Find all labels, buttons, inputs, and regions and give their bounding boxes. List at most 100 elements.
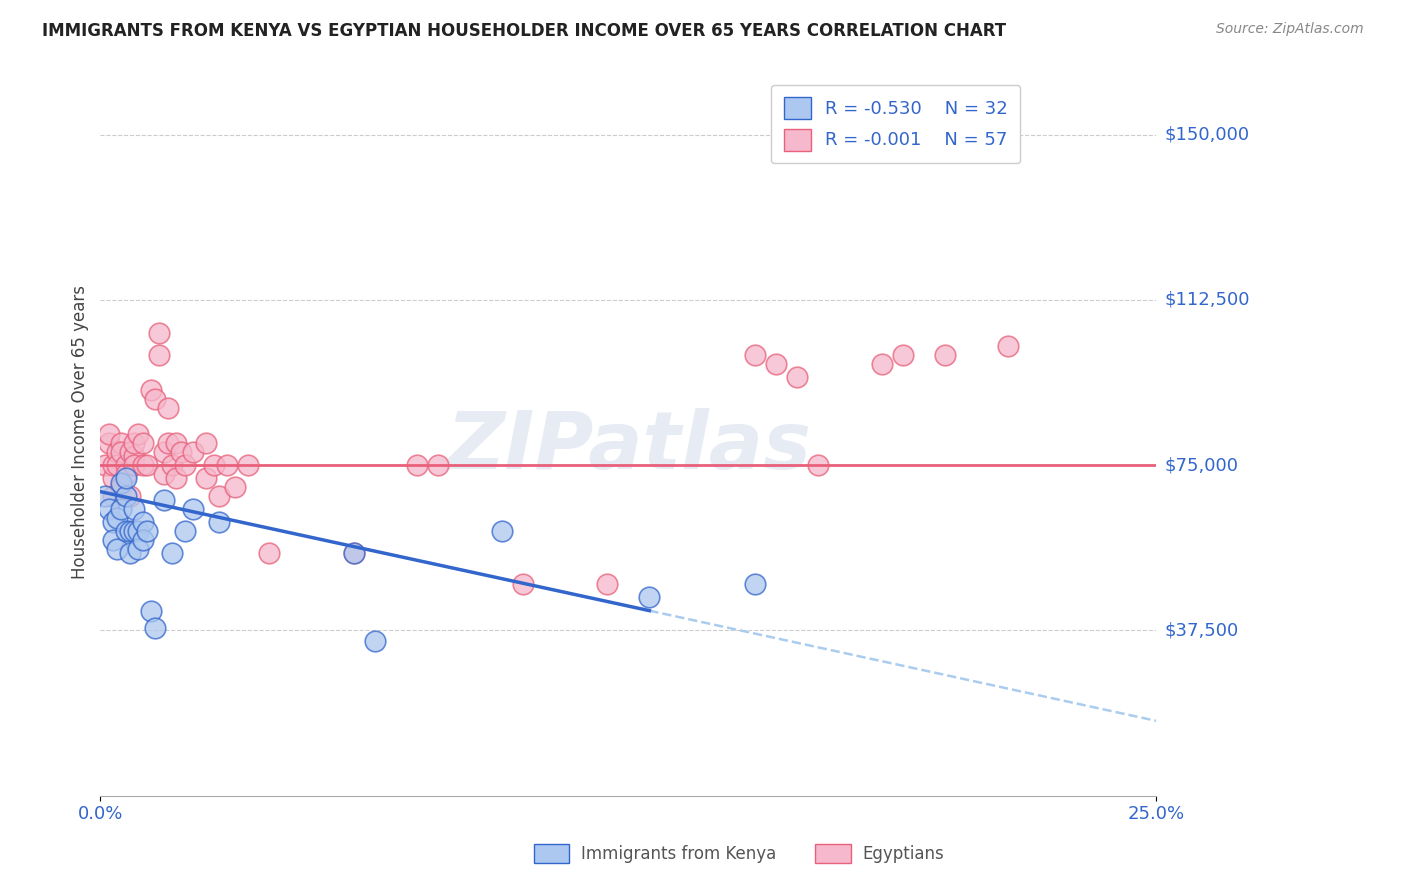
Point — [165, 436, 187, 450]
Point — [364, 634, 387, 648]
Point — [343, 546, 366, 560]
Point — [786, 370, 808, 384]
Point — [891, 348, 914, 362]
Text: ZIPatlas: ZIPatlas — [446, 408, 811, 485]
Point — [238, 458, 260, 473]
Point — [101, 458, 124, 473]
Point — [173, 458, 195, 473]
Point — [152, 493, 174, 508]
Point — [215, 458, 238, 473]
Point — [131, 533, 153, 548]
Point — [934, 348, 956, 362]
Point — [181, 502, 204, 516]
Point — [202, 458, 225, 473]
Legend: R = -0.530    N = 32, R = -0.001    N = 57: R = -0.530 N = 32, R = -0.001 N = 57 — [770, 85, 1021, 163]
Point — [139, 604, 162, 618]
Point — [997, 339, 1019, 353]
Y-axis label: Householder Income Over 65 years: Householder Income Over 65 years — [72, 285, 89, 579]
Point — [744, 577, 766, 591]
Point — [114, 467, 136, 481]
Point — [122, 458, 145, 473]
Point — [343, 546, 366, 560]
Point — [744, 348, 766, 362]
Point — [143, 621, 166, 635]
Point — [105, 445, 128, 459]
Point — [114, 489, 136, 503]
Point — [160, 458, 183, 473]
Point — [118, 546, 141, 560]
Point — [870, 357, 893, 371]
Point — [122, 502, 145, 516]
Point — [127, 524, 149, 539]
Point — [97, 427, 120, 442]
Point — [156, 401, 179, 415]
Text: $75,000: $75,000 — [1164, 456, 1239, 475]
Point — [491, 524, 513, 539]
Point — [101, 533, 124, 548]
Point — [110, 445, 132, 459]
Point — [131, 516, 153, 530]
Point — [143, 392, 166, 406]
Text: Source: ZipAtlas.com: Source: ZipAtlas.com — [1216, 22, 1364, 37]
Point — [105, 511, 128, 525]
Point — [114, 524, 136, 539]
Point — [148, 326, 170, 340]
Point — [135, 458, 157, 473]
Point — [131, 458, 153, 473]
Point — [160, 546, 183, 560]
Point — [110, 502, 132, 516]
Point — [114, 471, 136, 485]
Point — [122, 450, 145, 464]
Point — [93, 458, 115, 473]
Point — [105, 541, 128, 556]
Point — [406, 458, 429, 473]
Point — [110, 475, 132, 490]
Point — [110, 436, 132, 450]
Point — [169, 445, 191, 459]
Point — [427, 458, 450, 473]
Point — [259, 546, 281, 560]
Point — [127, 541, 149, 556]
Point — [165, 471, 187, 485]
Point — [118, 445, 141, 459]
Point — [139, 384, 162, 398]
Point — [156, 436, 179, 450]
Point — [127, 427, 149, 442]
Point — [194, 471, 217, 485]
Point — [207, 516, 229, 530]
Point — [135, 524, 157, 539]
Point — [181, 445, 204, 459]
Point — [152, 445, 174, 459]
Point — [148, 348, 170, 362]
Text: Immigrants from Kenya: Immigrants from Kenya — [581, 845, 776, 863]
Text: $112,500: $112,500 — [1164, 291, 1250, 309]
Point — [638, 591, 661, 605]
Text: $150,000: $150,000 — [1164, 126, 1250, 144]
Point — [101, 471, 124, 485]
Point — [122, 524, 145, 539]
Point — [765, 357, 787, 371]
Point — [194, 436, 217, 450]
Point — [131, 436, 153, 450]
Point — [207, 489, 229, 503]
Point — [97, 436, 120, 450]
Point — [118, 524, 141, 539]
Point — [101, 516, 124, 530]
Point — [118, 489, 141, 503]
Point — [152, 467, 174, 481]
Point — [97, 502, 120, 516]
Point — [807, 458, 830, 473]
Point — [105, 458, 128, 473]
Text: IMMIGRANTS FROM KENYA VS EGYPTIAN HOUSEHOLDER INCOME OVER 65 YEARS CORRELATION C: IMMIGRANTS FROM KENYA VS EGYPTIAN HOUSEH… — [42, 22, 1007, 40]
Point — [110, 480, 132, 494]
Point — [93, 489, 115, 503]
Point — [224, 480, 246, 494]
Point — [122, 436, 145, 450]
Point — [173, 524, 195, 539]
Text: Egyptians: Egyptians — [862, 845, 943, 863]
Point — [101, 489, 124, 503]
Point — [596, 577, 619, 591]
Text: $37,500: $37,500 — [1164, 622, 1239, 640]
Point — [114, 458, 136, 473]
Point — [512, 577, 534, 591]
